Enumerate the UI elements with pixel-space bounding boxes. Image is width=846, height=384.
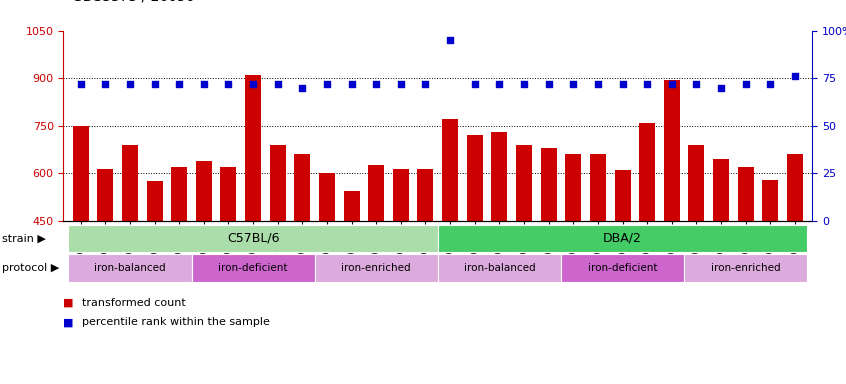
Point — [468, 81, 481, 87]
Bar — [146, 181, 162, 221]
Point — [271, 81, 284, 87]
Point — [739, 81, 752, 87]
Point — [370, 81, 383, 87]
Point — [492, 81, 506, 87]
Text: ■: ■ — [63, 298, 74, 308]
Text: iron-balanced: iron-balanced — [94, 263, 166, 273]
Bar — [393, 169, 409, 221]
Bar — [245, 75, 261, 221]
Bar — [516, 145, 532, 221]
Text: transformed count: transformed count — [82, 298, 186, 308]
Bar — [639, 122, 655, 221]
Text: percentile rank within the sample: percentile rank within the sample — [82, 317, 270, 327]
Bar — [664, 80, 680, 221]
Point — [148, 81, 162, 87]
Point — [320, 81, 333, 87]
Point — [689, 81, 703, 87]
Bar — [713, 159, 729, 221]
Text: iron-enriched: iron-enriched — [342, 263, 411, 273]
Point — [591, 81, 605, 87]
Point — [714, 85, 728, 91]
Bar — [343, 191, 360, 221]
Point — [788, 73, 802, 79]
Bar — [467, 135, 483, 221]
Point — [443, 37, 457, 43]
Bar — [122, 145, 138, 221]
Bar — [689, 145, 705, 221]
Text: strain ▶: strain ▶ — [2, 233, 46, 243]
Point — [640, 81, 654, 87]
Point — [295, 85, 309, 91]
Bar — [171, 167, 187, 221]
Point — [98, 81, 112, 87]
Bar — [417, 169, 433, 221]
Bar — [270, 145, 286, 221]
Text: iron-deficient: iron-deficient — [588, 263, 657, 273]
Point — [173, 81, 186, 87]
Bar — [221, 167, 237, 221]
Point — [394, 81, 408, 87]
Bar — [294, 154, 310, 221]
Point — [345, 81, 359, 87]
Point — [419, 81, 432, 87]
Bar — [565, 154, 581, 221]
Point — [197, 81, 211, 87]
Text: C57BL/6: C57BL/6 — [227, 232, 279, 245]
Point — [74, 81, 87, 87]
Text: iron-enriched: iron-enriched — [711, 263, 781, 273]
Bar — [195, 161, 212, 221]
Bar — [614, 170, 630, 221]
Bar — [541, 148, 557, 221]
Point — [567, 81, 580, 87]
Bar — [442, 119, 459, 221]
Point — [665, 81, 678, 87]
Point — [764, 81, 777, 87]
Point — [542, 81, 556, 87]
Bar — [492, 132, 508, 221]
Text: GDS3373 / 26056: GDS3373 / 26056 — [72, 0, 195, 4]
Bar — [787, 154, 803, 221]
Text: ■: ■ — [63, 317, 74, 327]
Point — [246, 81, 260, 87]
Bar — [97, 169, 113, 221]
Point — [517, 81, 530, 87]
Bar — [73, 126, 89, 221]
Bar — [762, 180, 778, 221]
Point — [124, 81, 137, 87]
Text: DBA/2: DBA/2 — [603, 232, 642, 245]
Text: iron-balanced: iron-balanced — [464, 263, 536, 273]
Text: iron-deficient: iron-deficient — [218, 263, 288, 273]
Bar — [590, 154, 606, 221]
Bar — [738, 167, 754, 221]
Text: protocol ▶: protocol ▶ — [2, 263, 59, 273]
Bar — [368, 166, 384, 221]
Point — [222, 81, 235, 87]
Bar — [319, 173, 335, 221]
Point — [616, 81, 629, 87]
